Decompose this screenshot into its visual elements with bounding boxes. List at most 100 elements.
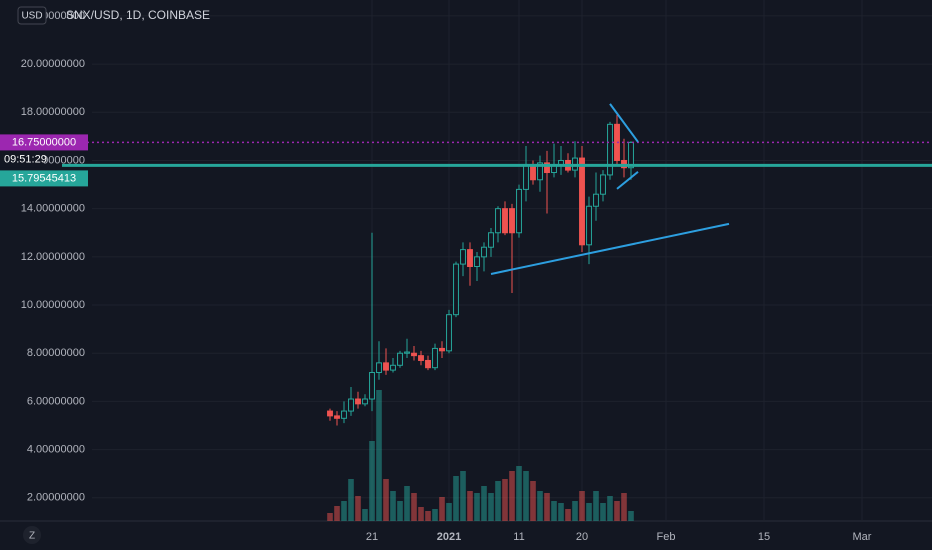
level-tag: [0, 170, 88, 187]
volume-bar: [621, 493, 627, 521]
y-tick-label: 18.00000000: [21, 106, 85, 118]
volume-bar: [467, 491, 473, 521]
candle-body: [544, 162, 550, 174]
volume-bar: [404, 486, 410, 521]
x-tick-label: Feb: [657, 531, 676, 543]
volume-bar: [488, 493, 494, 521]
candle-body: [523, 164, 529, 190]
candle-body: [425, 359, 431, 369]
candle-body: [600, 174, 606, 195]
y-tick-label: 12.00000000: [21, 251, 85, 263]
countdown: 09:51:29: [4, 153, 47, 165]
candle-body: [607, 123, 613, 176]
candle-body: [334, 415, 340, 419]
volume-bar: [523, 471, 529, 521]
volume-bar: [341, 501, 347, 521]
x-tick-label: Mar: [853, 531, 872, 543]
x-tick-label: 15: [758, 531, 770, 543]
candle-body: [355, 398, 361, 405]
volume-bar: [586, 503, 592, 521]
candle-body: [530, 164, 536, 181]
volume-bar: [390, 491, 396, 521]
candle-body: [362, 398, 368, 405]
volume-bar: [418, 507, 424, 521]
volume-bar: [376, 390, 382, 521]
volume-bar: [369, 441, 375, 521]
volume-bar: [481, 486, 487, 521]
x-tick-label: 21: [366, 531, 378, 543]
candle-body: [439, 347, 445, 352]
candle-body: [593, 193, 599, 207]
candle-body: [488, 232, 494, 248]
y-tick-label: 8.00000000: [27, 347, 85, 359]
candle-body: [495, 208, 501, 234]
candle-body: [376, 362, 382, 374]
volume-bar: [474, 493, 480, 521]
candle-body: [460, 249, 466, 265]
y-tick-label: 4.00000000: [27, 444, 85, 456]
candle-body: [390, 364, 396, 371]
volume-bar: [327, 513, 333, 521]
volume-bar: [628, 511, 634, 521]
candle-body: [383, 362, 389, 371]
volume-bar: [544, 493, 550, 521]
currency: USD: [21, 11, 42, 22]
volume-bar: [565, 509, 571, 521]
volume-bar: [495, 481, 501, 521]
volume-bar: [411, 493, 417, 521]
candle-body: [446, 314, 452, 352]
candle-body: [474, 256, 480, 267]
y-tick-label: 20.00000000: [21, 58, 85, 70]
volume-bar: [334, 506, 340, 521]
volume-bar: [614, 501, 620, 521]
volume-bar: [453, 476, 459, 521]
candle-body: [341, 410, 347, 419]
volume-bar: [537, 491, 543, 521]
volume-bar: [593, 491, 599, 521]
volume-bar: [516, 466, 522, 521]
candle-body: [369, 372, 375, 400]
candle-body: [628, 141, 634, 169]
candle-body: [586, 205, 592, 246]
volume-bar: [460, 471, 466, 521]
candle-body: [467, 249, 473, 267]
last-price-tag: [0, 134, 88, 151]
currency-badge: [17, 6, 47, 25]
level-label: 15.79545413: [12, 172, 76, 184]
candle-body: [418, 355, 424, 361]
volume-bar: [572, 501, 578, 521]
volume-bar: [579, 491, 585, 521]
volume-bar: [383, 479, 389, 521]
candle-body: [348, 398, 354, 412]
volume-bar: [558, 503, 564, 521]
volume-bar: [509, 471, 515, 521]
trendline: [616, 171, 639, 190]
scale-button-bg: [23, 526, 41, 544]
candle-body: [509, 208, 515, 234]
volume-bar: [502, 479, 508, 521]
volume-bar: [397, 501, 403, 521]
candle-body: [397, 352, 403, 366]
symbol-title: SNX/USD, 1D, COINBASE: [66, 8, 210, 22]
candle-body: [516, 188, 522, 234]
candle-body: [432, 347, 438, 369]
x-tick-label: 2021: [437, 531, 461, 543]
volume-bar: [432, 509, 438, 521]
y-tick-label: 6.00000000: [27, 395, 85, 407]
volume-bar: [607, 496, 613, 521]
y-tick-label: 10.00000000: [21, 299, 85, 311]
x-tick-label: 20: [576, 531, 588, 543]
candle-body: [453, 263, 459, 316]
x-tick-label: 11: [513, 531, 524, 543]
candle-body: [481, 246, 487, 258]
volume-bar: [530, 481, 536, 521]
y-tick-label: 2.00000000: [27, 492, 85, 504]
volume-bar: [551, 501, 557, 521]
candle-body: [327, 410, 333, 417]
scale-button: Z: [29, 531, 35, 542]
volume-bar: [355, 496, 361, 521]
volume-bar: [348, 479, 354, 521]
candle-body: [502, 208, 508, 234]
volume-bar: [600, 503, 606, 521]
